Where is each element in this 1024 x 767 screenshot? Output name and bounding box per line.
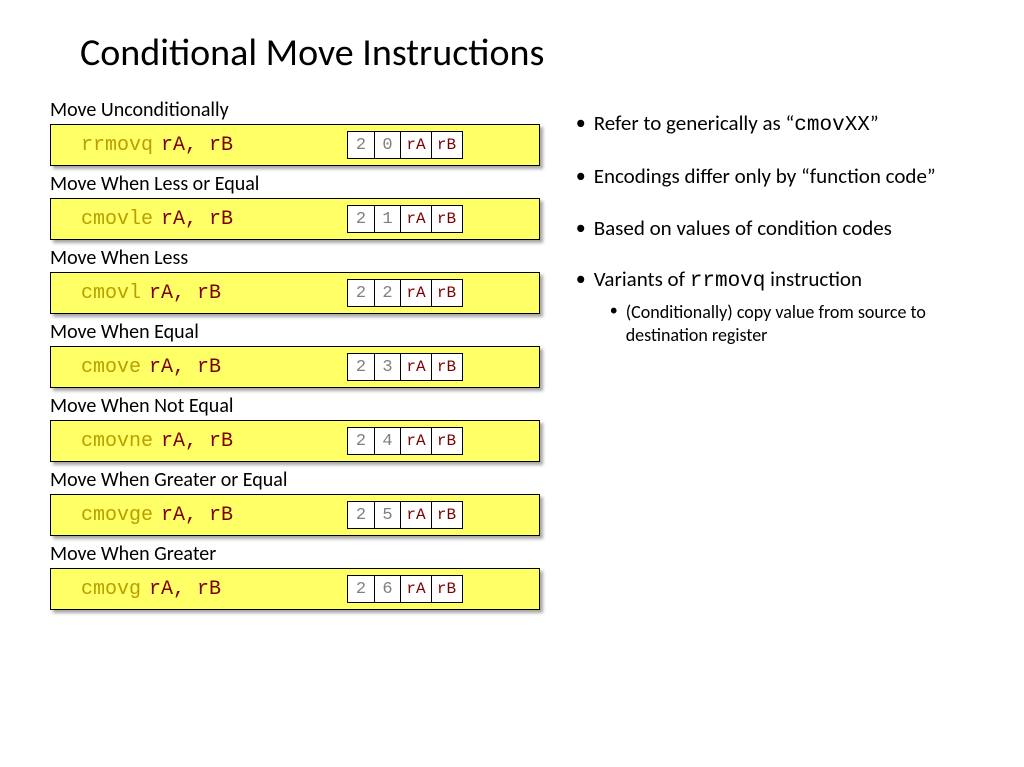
instr-label: Move When Less <box>50 246 547 270</box>
instr-group: Move When Less cmovl rA, rB 2 2 rA rB <box>50 246 547 314</box>
mnemonic: cmovl <box>81 282 141 305</box>
mnemonic: cmovge <box>81 504 153 527</box>
operands: rA, rB <box>161 208 233 231</box>
enc-byte0: 2 <box>347 353 375 381</box>
enc-regB: rB <box>431 501 463 529</box>
instr-box: cmove rA, rB 2 3 rA rB <box>50 346 540 388</box>
mnemonic: cmovne <box>81 430 153 453</box>
bullet-text: Variants of <box>594 266 690 292</box>
enc-byte0: 2 <box>347 131 375 159</box>
enc-byte0: 2 <box>347 427 375 455</box>
enc-byte1: 0 <box>374 131 402 159</box>
mnemonic: cmovle <box>81 208 153 231</box>
sub-bullet-item: (Conditionally) copy value from source t… <box>594 301 974 346</box>
instr-label: Move When Greater or Equal <box>50 468 547 492</box>
enc-byte0: 2 <box>347 575 375 603</box>
enc-byte1: 4 <box>374 427 402 455</box>
bullet-item: Based on values of condition codes <box>572 215 974 242</box>
instr-group: Move When Equal cmove rA, rB 2 3 rA rB <box>50 320 547 388</box>
mnemonic: cmovg <box>81 578 141 601</box>
operands: rA, rB <box>161 430 233 453</box>
encoding: 2 4 rA rB <box>347 427 461 455</box>
enc-regB: rB <box>431 575 463 603</box>
code-span: rrmovq <box>690 270 766 293</box>
instructions-column: Move Unconditionally rrmovq rA, rB 2 0 r… <box>50 98 547 616</box>
operands: rA, rB <box>161 504 233 527</box>
instr-box: cmovg rA, rB 2 6 rA rB <box>50 568 540 610</box>
enc-regA: rA <box>400 279 432 307</box>
enc-regA: rA <box>400 501 432 529</box>
sub-list: (Conditionally) copy value from source t… <box>594 301 974 346</box>
bullet-list: Refer to generically as “cmovXX” Encodin… <box>572 110 974 346</box>
enc-byte1: 1 <box>374 205 402 233</box>
bullet-item: Refer to generically as “cmovXX” <box>572 110 974 139</box>
enc-regB: rB <box>431 131 463 159</box>
enc-regB: rB <box>431 279 463 307</box>
instr-label: Move When Greater <box>50 542 547 566</box>
enc-byte0: 2 <box>347 501 375 529</box>
instr-box: rrmovq rA, rB 2 0 rA rB <box>50 124 540 166</box>
bullet-text: ” <box>870 110 879 136</box>
operands: rA, rB <box>149 282 221 305</box>
mnemonic: rrmovq <box>81 134 153 157</box>
code-span: cmovXX <box>794 114 870 137</box>
content-row: Move Unconditionally rrmovq rA, rB 2 0 r… <box>50 98 974 616</box>
operands: rA, rB <box>149 578 221 601</box>
encoding: 2 5 rA rB <box>347 501 461 529</box>
bullet-text: Refer to generically as “ <box>594 110 795 136</box>
encoding: 2 6 rA rB <box>347 575 461 603</box>
enc-regB: rB <box>431 427 463 455</box>
bullet-item: Encodings differ only by “function code” <box>572 163 974 190</box>
enc-regA: rA <box>400 575 432 603</box>
instr-group: Move When Less or Equal cmovle rA, rB 2 … <box>50 172 547 240</box>
encoding: 2 3 rA rB <box>347 353 461 381</box>
bullet-text: instruction <box>765 266 862 292</box>
encoding: 2 2 rA rB <box>347 279 461 307</box>
instr-box: cmovle rA, rB 2 1 rA rB <box>50 198 540 240</box>
mnemonic: cmove <box>81 356 141 379</box>
operands: rA, rB <box>161 134 233 157</box>
enc-byte1: 2 <box>374 279 402 307</box>
instr-group: Move When Not Equal cmovne rA, rB 2 4 rA… <box>50 394 547 462</box>
instr-group: Move Unconditionally rrmovq rA, rB 2 0 r… <box>50 98 547 166</box>
instr-box: cmovl rA, rB 2 2 rA rB <box>50 272 540 314</box>
encoding: 2 1 rA rB <box>347 205 461 233</box>
instr-group: Move When Greater cmovg rA, rB 2 6 rA rB <box>50 542 547 610</box>
bullet-item: Variants of rrmovq instruction (Conditio… <box>572 266 974 346</box>
enc-regA: rA <box>400 427 432 455</box>
enc-regA: rA <box>400 353 432 381</box>
instr-box: cmovne rA, rB 2 4 rA rB <box>50 420 540 462</box>
instr-group: Move When Greater or Equal cmovge rA, rB… <box>50 468 547 536</box>
enc-regB: rB <box>431 353 463 381</box>
instr-label: Move When Less or Equal <box>50 172 547 196</box>
enc-regA: rA <box>400 131 432 159</box>
encoding: 2 0 rA rB <box>347 131 461 159</box>
enc-byte1: 3 <box>374 353 402 381</box>
instr-label: Move When Equal <box>50 320 547 344</box>
instr-box: cmovge rA, rB 2 5 rA rB <box>50 494 540 536</box>
enc-byte0: 2 <box>347 205 375 233</box>
enc-byte1: 6 <box>374 575 402 603</box>
instr-label: Move When Not Equal <box>50 394 547 418</box>
enc-regB: rB <box>431 205 463 233</box>
enc-byte1: 5 <box>374 501 402 529</box>
instr-label: Move Unconditionally <box>50 98 547 122</box>
page-title: Conditional Move Instructions <box>50 30 974 76</box>
slide: Conditional Move Instructions Move Uncon… <box>0 0 1024 616</box>
operands: rA, rB <box>149 356 221 379</box>
enc-byte0: 2 <box>347 279 375 307</box>
notes-column: Refer to generically as “cmovXX” Encodin… <box>547 98 974 616</box>
enc-regA: rA <box>400 205 432 233</box>
